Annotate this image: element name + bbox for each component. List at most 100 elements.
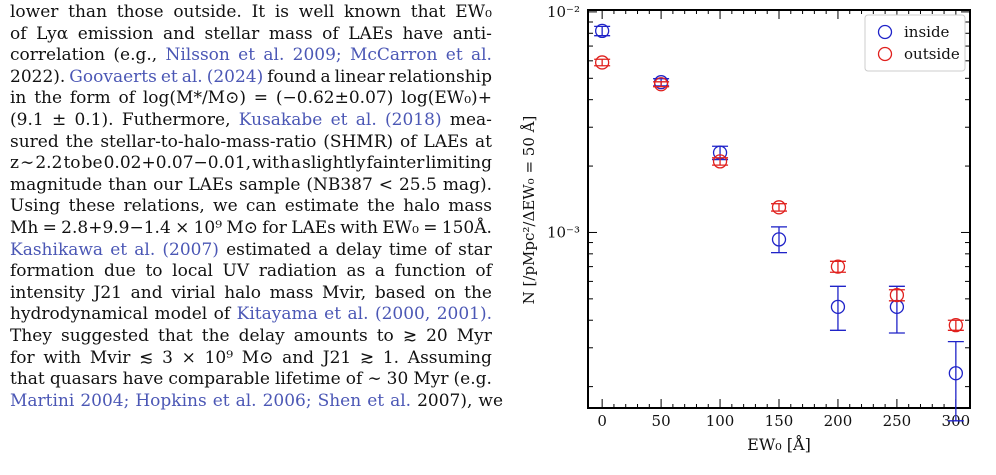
text-word: of: [10, 23, 27, 44]
text-word: these: [68, 196, 116, 217]
text-word: Kitayama: [236, 304, 318, 325]
point-outside: [771, 200, 787, 215]
text-word: 3: [162, 347, 173, 368]
text-word: Lyα: [36, 23, 69, 44]
text-word: LAEs: [423, 131, 469, 152]
text-word: al.: [355, 109, 377, 130]
y-axis-label: N [/pMpc²/ΔEW₀ = 50 Å]: [520, 116, 538, 305]
text-word: Mvir,: [322, 282, 367, 303]
text-word: ≲: [139, 347, 154, 368]
text-line: Mh = 2.8+9.9−1.4 × 10⁹ M⊙ for LAEs with EW₀ = 150Å.: [10, 218, 492, 240]
text-word: ∼: [20, 153, 35, 174]
text-word: LAEs: [188, 174, 234, 195]
text-word: than: [68, 2, 108, 22]
text-word: intensity: [10, 282, 85, 303]
text-word: (2024): [206, 66, 264, 87]
text-word: amounts: [293, 325, 368, 346]
text-word: LAEs: [291, 217, 336, 238]
text-word: for: [10, 347, 35, 368]
text-word: al.: [347, 304, 369, 325]
text-word: 2001).: [436, 304, 492, 325]
text-line: formation due to local UV radiation as a functio…: [10, 261, 492, 283]
text-word: mass: [269, 282, 314, 303]
text-word: z: [10, 153, 19, 174]
text-word: 1.: [382, 347, 400, 368]
text-word: UV: [222, 261, 250, 282]
text-word: anti-: [452, 23, 492, 44]
legend-marker-inside: [877, 24, 893, 40]
point-inside: [771, 232, 787, 247]
text-word: al.: [134, 239, 156, 260]
text-word: =: [423, 217, 438, 238]
legend-label-outside: outside: [904, 45, 960, 63]
text-word: sured: [10, 131, 59, 152]
text-word: 2.2: [35, 153, 63, 174]
text-word: the: [65, 131, 94, 152]
text-word: mass: [268, 23, 313, 44]
x-axis-label: EW₀ [Å]: [747, 434, 811, 454]
text-word: and: [162, 23, 195, 44]
text-word: can: [245, 196, 277, 217]
y-tick-label: 10⁻³: [547, 223, 580, 241]
text-word: in: [10, 88, 27, 109]
text-word: the: [367, 196, 395, 217]
text-word: al.: [390, 390, 412, 411]
text-word: based: [374, 282, 426, 303]
text-word: 20: [426, 325, 448, 346]
text-word: than: [108, 174, 148, 195]
text-word: Using: [10, 196, 61, 217]
point-inside: [948, 366, 964, 381]
figure-panel: 05010015020025030010⁻²10⁻³ insideoutside…: [500, 0, 990, 475]
text-word: McCarron: [349, 45, 438, 66]
text-word: the: [464, 282, 492, 303]
text-word: et: [445, 45, 463, 66]
text-word: 2.8+9.9−1.4: [61, 217, 171, 238]
text-word: be: [81, 153, 103, 174]
legend-label-inside: inside: [904, 23, 950, 41]
text-word: et: [238, 45, 256, 66]
text-word: found: [267, 66, 317, 87]
text-word: outside.: [173, 2, 242, 22]
text-word: ≳: [402, 325, 418, 346]
x-tick-label: 250: [883, 412, 912, 430]
text-word: EW₀: [382, 217, 419, 238]
text-word: local: [172, 261, 213, 282]
text-word: al.: [235, 390, 257, 411]
text-word: quasars: [49, 369, 118, 390]
text-word: sample: [239, 174, 301, 195]
text-word: for: [262, 217, 287, 238]
text-word: with: [43, 347, 82, 368]
text-word: 0.1).: [74, 109, 114, 130]
text-line: z ∼ 2.2 to be 0.02+0.07−0.01, with a slightly fai…: [10, 153, 492, 175]
text-word: slightly: [302, 153, 366, 174]
text-word: relations,: [123, 196, 205, 217]
text-word: linear: [334, 66, 385, 87]
text-word: Hopkins: [135, 390, 207, 411]
text-word: to: [145, 261, 163, 282]
text-line: 2022). Goovaerts et al. (2024) found a linear re…: [10, 67, 492, 89]
text-line: Using these relations, we can estimate the halo…: [10, 196, 492, 218]
x-tick-label: 150: [765, 412, 794, 430]
text-word: the: [201, 325, 230, 346]
text-word: of: [400, 131, 417, 152]
text-word: of: [345, 369, 363, 390]
text-word: (−0.62±0.07): [275, 88, 394, 109]
point-outside: [712, 154, 728, 169]
text-line: lower than those outside. It is well known that E…: [10, 2, 492, 24]
text-word: with: [252, 153, 290, 174]
text-word: delay: [335, 239, 382, 260]
text-word: is: [274, 2, 290, 22]
text-word: 2009;: [292, 45, 342, 66]
text-word: EW₀: [455, 2, 492, 22]
text-line: Kashikawa et al. (2007) estimated a delay time o…: [10, 240, 492, 262]
text-word: magnitude: [10, 174, 103, 195]
text-word: of: [213, 304, 231, 325]
body-text-column: lower than those outside. It is well known that E…: [10, 2, 503, 412]
text-line: magnitude than our LAEs sample (NB387 <25.5 mag…: [10, 175, 492, 197]
text-word: form: [69, 88, 111, 109]
legend: inside outside: [864, 14, 966, 72]
text-line: correlation (e.g., Nilsson et al. 2009; McCarr…: [10, 45, 492, 67]
text-line: hydrodynamical model of Kitayama et al. (2000,…: [10, 304, 492, 326]
text-word: 10⁹: [193, 217, 223, 238]
text-line: for with Mvir ≲ 3 × 10⁹ M⊙ and J21 ≳ 1. Assuming: [10, 348, 492, 370]
